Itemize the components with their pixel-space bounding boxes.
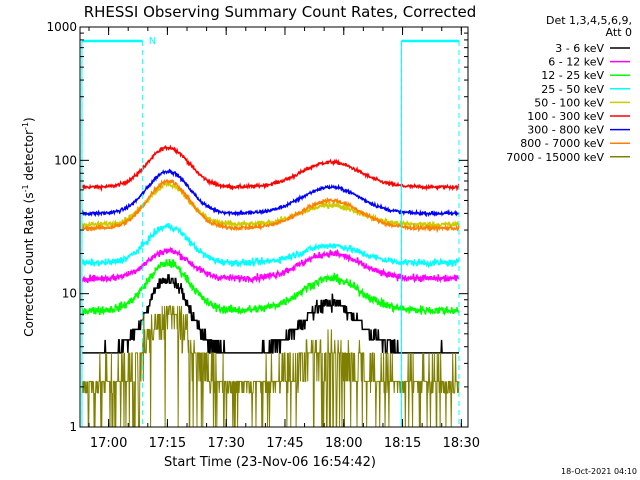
y-axis-title: Corrected Count Rate (s-1 detector-1) <box>21 117 36 336</box>
legend-entry-label: 25 - 50 keV <box>541 83 604 96</box>
series-line-100-300keV <box>81 144 460 193</box>
legend-entry: 12 - 25 keV <box>541 69 630 82</box>
plot-frame <box>79 26 469 428</box>
legend-entry-label: 7000 - 15000 keV <box>506 151 604 164</box>
legend-header-line-1: Det 1,3,4,5,6,9, <box>546 14 632 27</box>
x-tick-label: 18:30 <box>443 436 480 451</box>
y-axis-title-sup-1: -1 <box>21 184 30 192</box>
legend-entry-label: 800 - 7000 keV <box>520 137 604 150</box>
series-line-25-50keV <box>81 222 460 269</box>
legend-header: Det 1,3,4,5,6,9, Att 0 <box>546 14 632 39</box>
series-line-800-7000keV <box>81 179 460 234</box>
legend-header-line-2: Att 0 <box>606 26 632 39</box>
attenuator-label: N <box>149 36 156 47</box>
legend-entry-label: 12 - 25 keV <box>541 69 604 82</box>
series-line-7000-15000keV <box>81 305 460 428</box>
y-tick-label: 1 <box>69 420 77 434</box>
x-tick-label: 18:00 <box>325 436 362 451</box>
attenuator-markers: N <box>81 36 460 427</box>
y-axis-title-sup-2: -1 <box>21 122 30 130</box>
x-tick-label: 17:45 <box>266 436 303 451</box>
series-line-6-12keV <box>81 246 460 285</box>
y-axis-title-prefix: Corrected Count Rate (s <box>22 192 36 336</box>
x-tick-label: 17:15 <box>149 436 186 451</box>
x-axis: 17:00 17:15 17:30 17:45 18:00 18:15 18:30 <box>88 27 480 451</box>
legend-entry: 6 - 12 keV <box>548 56 630 69</box>
series-line-3-6keV <box>81 274 459 354</box>
chart-title: RHESSI Observing Summary Count Rates, Co… <box>84 3 477 21</box>
render-timestamp: 18-Oct-2021 04:10 <box>561 467 637 476</box>
x-tick-label: 17:00 <box>90 436 127 451</box>
x-axis-title: Start Time (23-Nov-06 16:54:42) <box>164 455 376 470</box>
legend-entry: 3 - 6 keV <box>555 42 630 55</box>
y-axis-title-suffix: ) <box>22 117 36 122</box>
legend-entry: 100 - 300 keV <box>527 110 630 123</box>
legend-entry: 300 - 800 keV <box>527 124 630 137</box>
x-tick-label: 17:30 <box>207 436 244 451</box>
y-axis-title-mid: detector <box>22 130 36 185</box>
legend-entry: 50 - 100 keV <box>534 96 630 109</box>
legend-entry: 25 - 50 keV <box>541 83 630 96</box>
y-tick-label: 10 <box>62 287 77 301</box>
y-tick-label: 100 <box>54 153 77 167</box>
legend-entry-label: 3 - 6 keV <box>555 42 604 55</box>
y-axis: 1 10 100 1000 <box>46 20 468 434</box>
series-layer <box>81 144 460 428</box>
legend-entry-label: 50 - 100 keV <box>534 96 604 109</box>
series-line-300-800keV <box>81 168 460 218</box>
y-tick-label: 1000 <box>46 20 77 34</box>
x-tick-label: 18:15 <box>384 436 421 451</box>
legend-entry: 7000 - 15000 keV <box>506 151 630 164</box>
legend-entry: 800 - 7000 keV <box>520 137 630 150</box>
legend-entry-label: 6 - 12 keV <box>548 56 604 69</box>
series-line-12-25keV <box>81 258 460 317</box>
legend-entry-label: 100 - 300 keV <box>527 110 604 123</box>
legend-entry-label: 300 - 800 keV <box>527 124 604 137</box>
